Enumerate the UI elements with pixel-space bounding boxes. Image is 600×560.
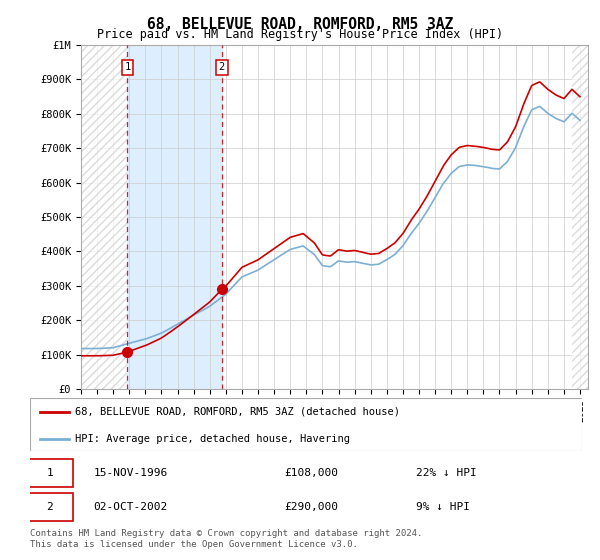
Text: 22% ↓ HPI: 22% ↓ HPI: [416, 468, 477, 478]
Text: 68, BELLEVUE ROAD, ROMFORD, RM5 3AZ (detached house): 68, BELLEVUE ROAD, ROMFORD, RM5 3AZ (det…: [75, 407, 400, 417]
Text: Contains HM Land Registry data © Crown copyright and database right 2024.
This d: Contains HM Land Registry data © Crown c…: [30, 529, 422, 549]
Text: 02-OCT-2002: 02-OCT-2002: [94, 502, 168, 512]
Text: 1: 1: [46, 468, 53, 478]
Text: 68, BELLEVUE ROAD, ROMFORD, RM5 3AZ: 68, BELLEVUE ROAD, ROMFORD, RM5 3AZ: [147, 17, 453, 32]
FancyBboxPatch shape: [27, 459, 73, 487]
Text: 2: 2: [46, 502, 53, 512]
Text: 9% ↓ HPI: 9% ↓ HPI: [416, 502, 470, 512]
FancyBboxPatch shape: [30, 398, 582, 451]
Bar: [572, 45, 588, 389]
Text: £108,000: £108,000: [284, 468, 338, 478]
Bar: [127, 45, 222, 389]
Text: Price paid vs. HM Land Registry's House Price Index (HPI): Price paid vs. HM Land Registry's House …: [97, 28, 503, 41]
Text: 1: 1: [124, 62, 130, 72]
Bar: [81, 45, 127, 389]
Text: £290,000: £290,000: [284, 502, 338, 512]
Text: HPI: Average price, detached house, Havering: HPI: Average price, detached house, Have…: [75, 433, 350, 444]
FancyBboxPatch shape: [27, 493, 73, 521]
Text: 2: 2: [219, 62, 225, 72]
Text: 15-NOV-1996: 15-NOV-1996: [94, 468, 168, 478]
